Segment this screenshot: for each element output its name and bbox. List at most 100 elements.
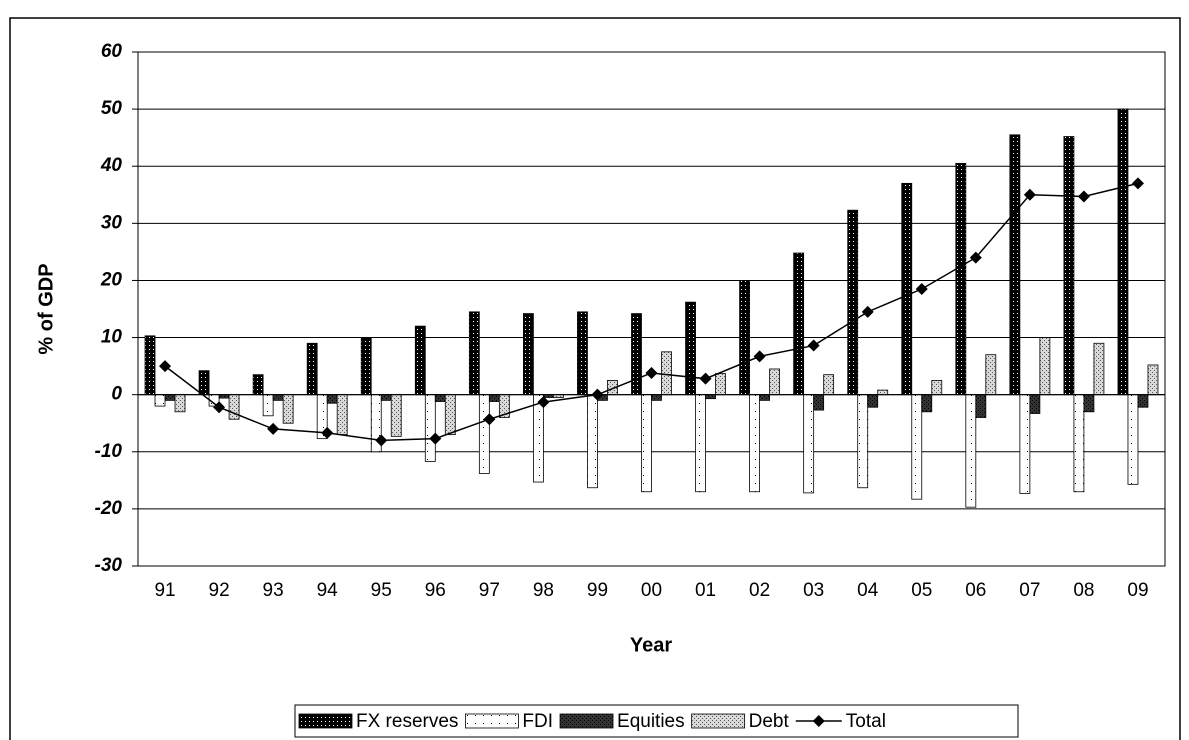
bar — [1093, 342, 1105, 396]
point — [483, 413, 496, 426]
x-tick-label: 03 — [803, 580, 824, 601]
x-tick-label: 06 — [965, 580, 986, 601]
point — [915, 283, 928, 296]
bar — [901, 182, 913, 396]
bar — [488, 394, 500, 402]
y-tick-label: 30 — [101, 212, 123, 233]
bar — [931, 379, 943, 396]
bar — [749, 394, 761, 493]
point — [321, 426, 334, 439]
x-tick-label: 94 — [317, 580, 339, 601]
bar — [975, 394, 987, 418]
bar — [651, 394, 662, 401]
point — [591, 388, 604, 401]
bar — [1019, 394, 1031, 494]
point — [1131, 177, 1144, 190]
bar — [587, 394, 598, 489]
y-tick-label: -20 — [95, 498, 123, 519]
bar — [1137, 394, 1149, 408]
point — [267, 422, 280, 435]
x-tick-label: 91 — [154, 580, 175, 601]
x-tick-label: 99 — [587, 580, 608, 601]
point — [1023, 188, 1036, 201]
legend-swatch — [691, 713, 746, 729]
y-tick-label: 20 — [100, 269, 123, 290]
bar — [877, 389, 889, 396]
bar — [685, 301, 696, 396]
bar — [1009, 134, 1021, 396]
legend-label: Debt — [749, 711, 790, 732]
legend-label: Total — [846, 711, 886, 732]
bar — [198, 370, 210, 396]
y-tick-label: 10 — [101, 327, 123, 348]
point — [159, 360, 172, 373]
x-axis-label: Year — [630, 634, 672, 656]
bar — [336, 394, 348, 436]
y-tick-label: -10 — [95, 441, 123, 462]
point — [807, 339, 820, 352]
bar — [739, 280, 751, 396]
bar — [478, 394, 490, 474]
y-tick-label: 0 — [111, 384, 122, 405]
bar — [522, 313, 534, 396]
x-tick-label: 09 — [1127, 580, 1148, 601]
x-tick-label: 05 — [911, 580, 932, 601]
x-tick-label: 97 — [479, 580, 500, 601]
x-tick-label: 07 — [1019, 580, 1040, 601]
bar — [380, 394, 392, 401]
bar — [1063, 136, 1075, 396]
legend-label: Equities — [617, 711, 685, 732]
x-tick-label: 00 — [641, 580, 662, 601]
bar — [1117, 108, 1129, 396]
bar — [985, 354, 997, 396]
bar — [1083, 394, 1095, 413]
bar — [631, 313, 642, 396]
legend-label: FDI — [522, 711, 553, 732]
bar — [921, 394, 933, 413]
bar — [577, 311, 588, 396]
y-tick-label: 60 — [101, 41, 123, 62]
bar — [434, 394, 446, 402]
point — [861, 305, 874, 318]
bar — [390, 394, 402, 437]
x-tick-label: 08 — [1073, 580, 1094, 601]
bar — [769, 368, 781, 396]
legend-label: FX reserves — [356, 711, 458, 732]
bar — [1127, 394, 1139, 485]
x-tick-label: 01 — [695, 580, 716, 601]
legend-swatch — [465, 713, 519, 729]
legend-marker — [812, 715, 825, 727]
y-tick-label: 50 — [101, 98, 123, 119]
y-tick-label: 40 — [100, 155, 123, 176]
bar — [955, 162, 967, 396]
bar — [715, 373, 726, 396]
bar — [282, 394, 294, 424]
y-tick-label: -30 — [95, 555, 123, 576]
legend-swatch — [298, 713, 353, 729]
bar — [759, 394, 771, 401]
bar — [174, 394, 186, 413]
point — [699, 372, 712, 385]
bar — [252, 374, 264, 396]
bar — [468, 311, 480, 396]
bar — [813, 394, 825, 411]
point — [645, 366, 658, 379]
point — [213, 401, 226, 414]
bar — [803, 394, 815, 494]
bar — [262, 394, 274, 417]
bar — [1039, 337, 1051, 396]
bar — [414, 325, 426, 396]
bar — [965, 394, 977, 508]
bar — [164, 394, 176, 401]
x-tick-label: 98 — [533, 580, 554, 601]
bar — [1029, 394, 1041, 414]
bar — [793, 252, 805, 396]
bar — [360, 337, 372, 396]
point — [969, 251, 982, 264]
bar — [154, 394, 166, 407]
frame — [9, 17, 1181, 740]
bar — [911, 394, 923, 500]
bar — [532, 394, 544, 483]
